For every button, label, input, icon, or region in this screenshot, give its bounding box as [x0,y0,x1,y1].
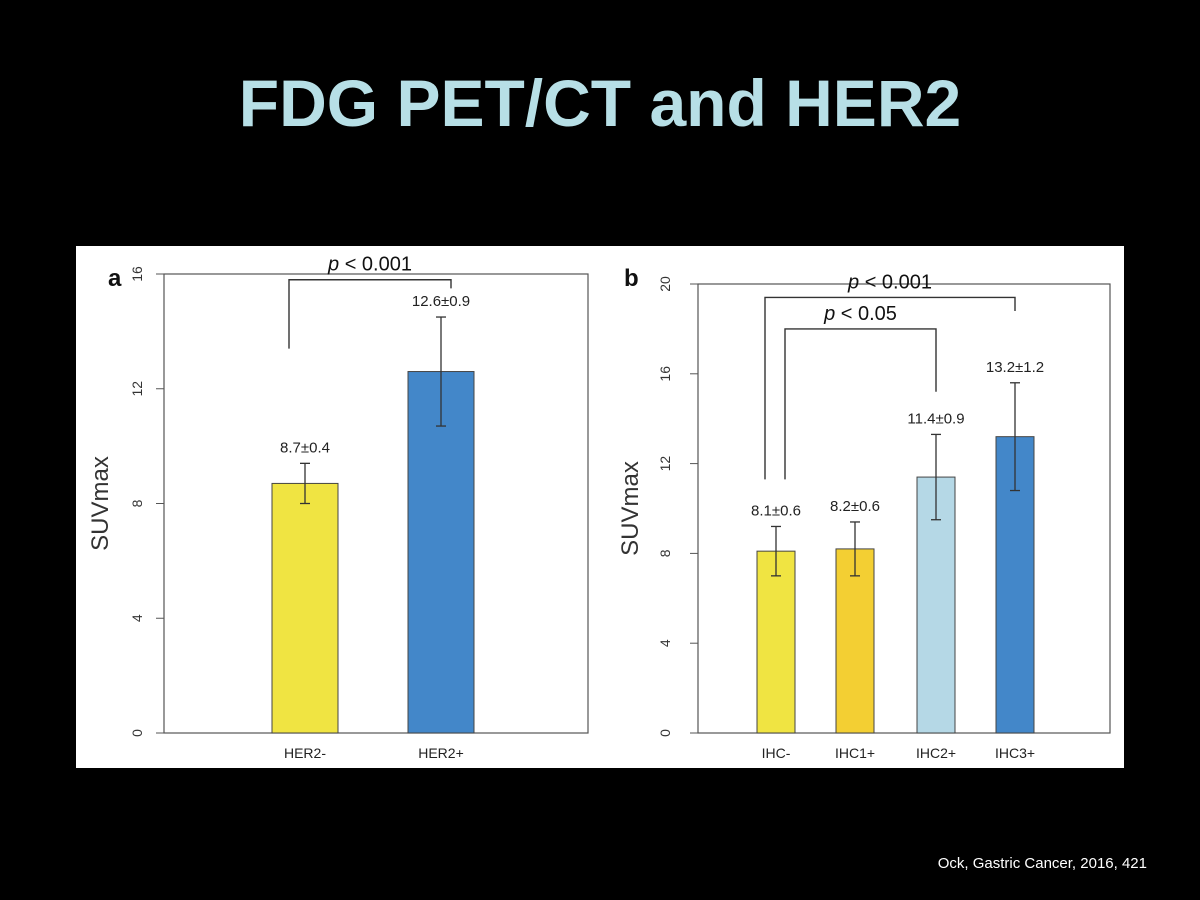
y-tick-label-a: 0 [129,729,145,737]
bar-value-label: 12.6±0.9 [412,293,470,310]
x-tick-label: HER2- [284,745,326,761]
y-tick-label-b: 16 [657,366,673,382]
y-axis-title-a: SUVmax [87,456,114,551]
y-tick-label-a: 4 [129,614,145,622]
y-tick-label-a: 16 [129,266,145,282]
plot-frame-a [163,273,589,734]
y-tick-label-b: 12 [657,456,673,472]
y-tick-label-a: 12 [129,381,145,397]
significance-bracket [784,328,937,480]
p-symbol: p [823,303,841,325]
p-value: < 0.001 [865,271,932,293]
panel-label-a: a [108,265,122,292]
x-tick-label: IHC1+ [835,745,875,761]
significance-bracket [288,279,452,349]
x-tick-label: IHC- [762,745,791,761]
p-value: < 0.05 [841,303,897,325]
p-value-label: p < 0.05 [823,303,897,325]
bar-ihc [756,550,796,734]
figure-panel: a SUVmax 0 4 8 12 16 8.7±0.4 HER2- 12.6±0.9 HER2+ p… [76,246,1124,768]
y-tick-label-b: 4 [657,639,673,647]
y-tick-label-a: 8 [129,499,145,507]
panel-label-b: b [624,265,639,292]
p-symbol: p [327,254,345,276]
bar-her2 [271,482,339,734]
plot-frame-b [697,283,1111,734]
y-axis-title-b: SUVmax [617,461,644,556]
bar-value-label: 11.4±0.9 [907,410,964,427]
y-tick-label-b: 0 [657,729,673,737]
slide-title: FDG PET/CT and HER2 [238,66,962,140]
bar-value-label: 8.2±0.6 [830,498,880,515]
x-tick-label: IHC2+ [916,745,956,761]
significance-bracket [764,296,1016,480]
y-tick-label-b: 8 [657,549,673,557]
bar-her2 [407,371,475,734]
bar-value-label: 13.2±1.2 [986,359,1044,376]
p-symbol: p [847,271,865,293]
bar-value-label: 8.1±0.6 [751,502,801,519]
chart-figure: a SUVmax 0 4 8 12 16 8.7±0.4 HER2- 12.6±0.9 HER2+ p… [87,254,1111,761]
x-tick-label: HER2+ [418,745,464,761]
bar-ihc1 [835,548,875,734]
x-tick-label: IHC3+ [995,745,1035,761]
bar-value-label: 8.7±0.4 [280,439,330,456]
citation: Ock, Gastric Cancer, 2016, 421 [937,855,1147,872]
p-value-label: p < 0.001 [327,254,412,276]
y-tick-label-b: 20 [657,276,673,292]
p-value: < 0.001 [345,254,412,276]
p-value-label: p < 0.001 [847,271,932,293]
